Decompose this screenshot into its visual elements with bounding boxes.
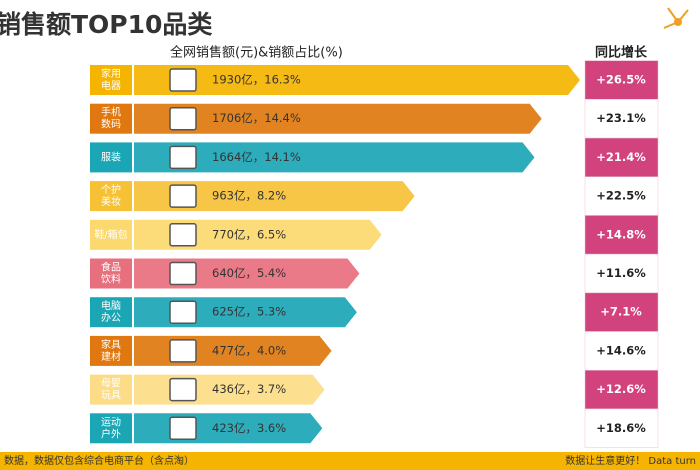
growth-cell xyxy=(584,253,659,294)
growth-label: +14.6% xyxy=(596,343,646,357)
category-label: 服装 xyxy=(101,150,121,163)
category-box xyxy=(90,103,132,134)
growth-label: +26.5% xyxy=(596,73,646,87)
growth-label: +21.4% xyxy=(596,150,646,164)
icon xyxy=(169,377,197,402)
bar xyxy=(134,65,580,95)
growth-label: +12.6% xyxy=(596,382,646,396)
category-box xyxy=(90,219,132,250)
logo xyxy=(663,7,689,29)
category-label: 手机数码 xyxy=(101,106,121,131)
category-label: 运动户外 xyxy=(101,416,121,440)
category-label: 食品饮料 xyxy=(101,261,121,286)
category-box xyxy=(90,374,132,405)
value-label: 477亿，4.0% xyxy=(212,343,286,357)
icon xyxy=(169,300,197,324)
growth-cell xyxy=(584,292,659,332)
category-label: 母婴玩具 xyxy=(101,378,121,402)
icon xyxy=(169,416,197,441)
category-box xyxy=(90,181,132,212)
growth-header: 同比增长 xyxy=(595,45,648,61)
icon xyxy=(169,184,197,208)
category-label: 家用电器 xyxy=(101,67,121,92)
category-box xyxy=(90,297,132,328)
bar xyxy=(134,103,542,134)
category-label: 电脑办公 xyxy=(101,299,121,324)
growth-label: +11.6% xyxy=(596,266,646,280)
category-label: 个护美妆 xyxy=(101,183,121,208)
subtitle: 全网销售额(元)&销额占比(%) xyxy=(170,45,343,61)
footer-bar xyxy=(0,452,700,470)
footer-right: 数据让生意更好！ Data turn xyxy=(565,454,696,467)
icon xyxy=(169,68,197,92)
value-label: 423亿，3.6% xyxy=(212,421,286,435)
growth-label: +18.6% xyxy=(596,421,646,435)
category-box xyxy=(90,65,132,95)
category-label: 鞋/箱包 xyxy=(94,228,127,241)
value-label: 1930亿，16.3% xyxy=(212,73,301,87)
value-label: 770亿，6.5% xyxy=(212,227,286,241)
icon xyxy=(169,223,197,247)
footer-left: 数据，数据仅包含综合电商平台（含点淘） xyxy=(4,454,194,467)
bar xyxy=(134,142,535,173)
value-label: 1664亿，14.1% xyxy=(212,150,301,164)
growth-cell xyxy=(584,60,659,100)
growth-label: +23.1% xyxy=(596,111,646,125)
growth-cell xyxy=(584,215,659,255)
icon xyxy=(169,145,197,170)
icon xyxy=(169,339,197,363)
value-label: 436亿，3.7% xyxy=(212,382,286,396)
value-label: 963亿，8.2% xyxy=(212,189,286,203)
growth-label: +7.1% xyxy=(600,305,642,319)
growth-cell xyxy=(584,331,659,371)
growth-label: +14.8% xyxy=(596,227,646,241)
category-label: 家具建材 xyxy=(101,338,121,363)
growth-cell xyxy=(584,99,659,139)
category-box xyxy=(90,413,132,444)
growth-cell xyxy=(584,137,659,178)
bar xyxy=(134,181,415,212)
value-label: 1706亿，14.4% xyxy=(212,111,301,125)
icon xyxy=(169,106,197,131)
category-box xyxy=(90,142,132,173)
category-box xyxy=(90,258,132,289)
growth-cell xyxy=(584,408,659,448)
category-box xyxy=(90,335,132,366)
growth-cell xyxy=(584,370,659,410)
growth-label: +22.5% xyxy=(596,189,646,203)
value-label: 625亿，5.3% xyxy=(212,305,286,319)
icon xyxy=(169,261,197,286)
value-label: 640亿，5.4% xyxy=(212,266,286,280)
chart-title: 销售额TOP10品类 xyxy=(0,10,213,39)
